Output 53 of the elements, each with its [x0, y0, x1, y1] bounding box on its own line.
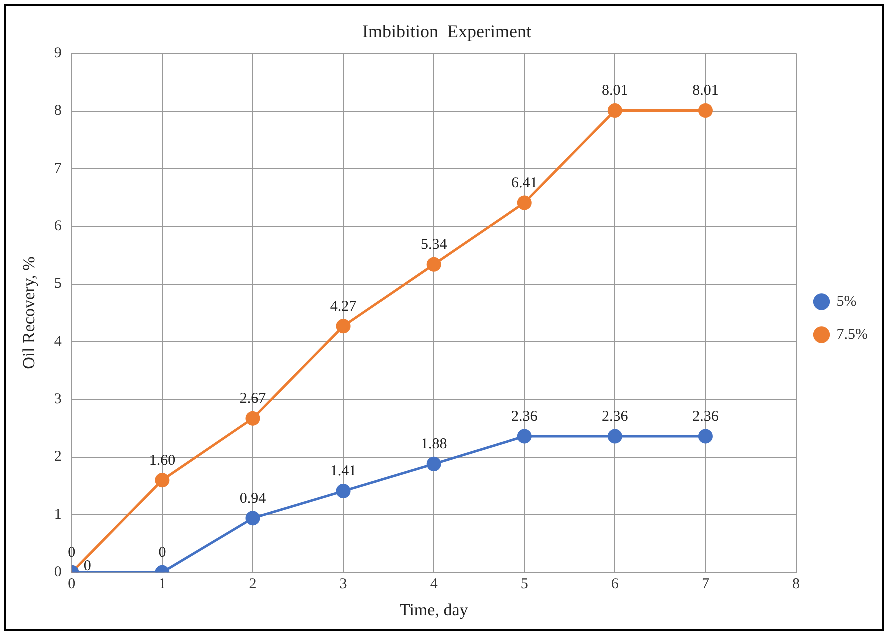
data-label: 1.88 — [420, 436, 448, 453]
data-label: 8.01 — [692, 83, 719, 100]
y-tick-label: 4 — [54, 334, 62, 350]
data-label: 0 — [84, 558, 92, 575]
data-label: 0.94 — [240, 490, 267, 507]
y-tick-label: 3 — [54, 392, 62, 408]
x-tick-label: 7 — [702, 576, 710, 593]
y-tick-label: 7 — [54, 160, 62, 177]
data-label: 2.36 — [511, 408, 538, 425]
point — [246, 511, 260, 526]
point — [336, 319, 351, 334]
point — [608, 103, 622, 118]
x-axis-title: Time, day — [400, 600, 469, 620]
data-label: 6.41 — [511, 175, 538, 192]
point — [426, 257, 442, 272]
data-label: 2.67 — [240, 391, 267, 408]
x-tick-label: 8 — [792, 576, 800, 593]
x-tick-label: 0 — [68, 576, 76, 593]
point — [246, 411, 260, 426]
data-label: 8.01 — [602, 83, 628, 100]
point — [336, 484, 351, 499]
x-tick-label: 2 — [249, 576, 257, 593]
data-label: 0 — [158, 545, 166, 562]
y-axis-title: Oil Recovery, % — [20, 256, 39, 370]
x-tick-label: 3 — [340, 576, 348, 593]
point — [517, 196, 532, 210]
data-label: 1.41 — [330, 464, 357, 480]
point — [698, 429, 713, 444]
x-tick-label: 1 — [158, 576, 166, 593]
legend-label: 5% — [836, 294, 857, 310]
point — [608, 429, 622, 444]
data-label: 2.36 — [692, 408, 720, 425]
x-tick-label: 4 — [430, 576, 438, 593]
point — [426, 456, 442, 472]
y-tick-label: 5 — [54, 276, 62, 292]
point — [698, 103, 713, 118]
data-label: 5.34 — [420, 237, 448, 254]
data-label: 2.36 — [602, 408, 629, 425]
y-tick-label: 6 — [54, 218, 62, 235]
data-label: 1.60 — [149, 452, 176, 469]
data-label: 4.27 — [330, 298, 358, 315]
x-tick-label: 6 — [611, 576, 620, 593]
y-tick-label: 9 — [54, 46, 62, 62]
y-tick-label: 0 — [54, 564, 62, 581]
data-label: 0 — [68, 545, 76, 562]
y-tick-label: 2 — [54, 449, 62, 466]
x-tick-label: 5 — [520, 576, 528, 593]
y-tick-label: 1 — [54, 506, 62, 523]
y-tick-label: 8 — [54, 103, 62, 120]
point — [517, 429, 532, 444]
legend-label: 7.5% — [836, 326, 868, 343]
chart-title: Imbibition Experiment — [362, 22, 532, 42]
point — [155, 473, 170, 488]
